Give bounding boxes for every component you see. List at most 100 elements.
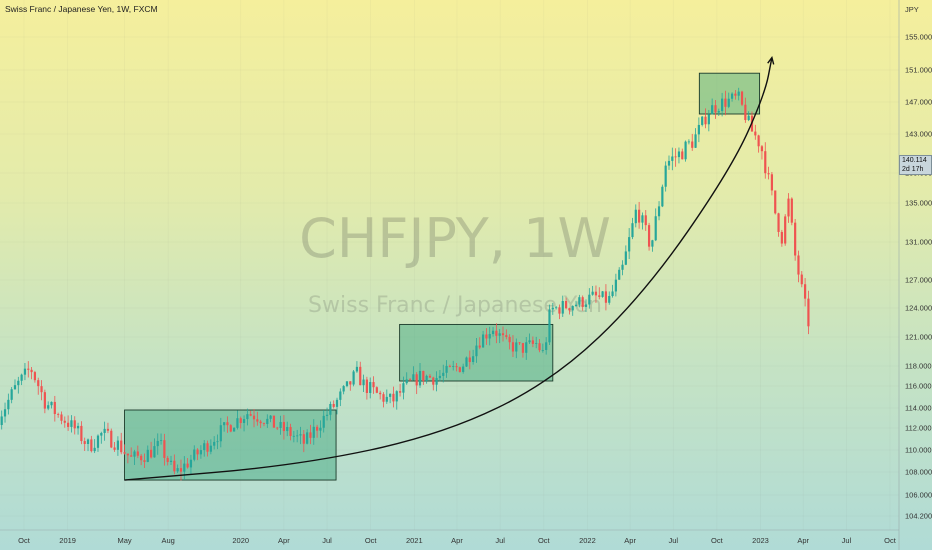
- candle-body: [594, 291, 598, 296]
- candle-body: [412, 374, 415, 381]
- y-tick-label: 124.000: [905, 304, 932, 313]
- candle-body: [249, 414, 252, 416]
- x-tick-label: Jul: [668, 536, 678, 545]
- trend-curve[interactable]: [124, 56, 775, 481]
- y-tick-label: 108.000: [905, 468, 932, 477]
- x-tick-label: 2020: [232, 536, 249, 545]
- consolidation-box[interactable]: [124, 409, 337, 481]
- candle-body: [362, 379, 365, 386]
- candle-body: [704, 116, 707, 125]
- candle-body: [498, 333, 501, 336]
- candle-body: [209, 445, 212, 452]
- y-tick-label: 121.000: [905, 333, 932, 342]
- x-tick-label: Oct: [365, 536, 378, 545]
- candle-body: [239, 418, 242, 423]
- candle-body: [405, 379, 408, 384]
- candle-body: [292, 435, 295, 437]
- candle-body: [365, 379, 368, 393]
- consolidation-box[interactable]: [698, 72, 761, 115]
- candle-body: [103, 428, 106, 433]
- candle-body: [601, 291, 604, 297]
- candle-body: [120, 440, 123, 453]
- candle-body: [452, 366, 455, 367]
- candle-body: [415, 374, 418, 386]
- candle-body: [561, 301, 564, 314]
- candle-body: [651, 240, 654, 247]
- candle-body: [299, 434, 302, 436]
- candle-body: [787, 198, 790, 217]
- candle-body: [671, 156, 674, 161]
- candle-body: [555, 307, 558, 309]
- candle-body: [143, 460, 146, 462]
- y-tick-label: 131.000: [905, 238, 932, 247]
- candle-body: [20, 374, 23, 381]
- candle-body: [385, 396, 388, 402]
- candle-body: [196, 449, 199, 455]
- candle-body: [684, 141, 687, 160]
- candle-body: [784, 216, 787, 244]
- candle-body: [93, 447, 96, 452]
- candle-body: [581, 297, 584, 307]
- candle-body: [306, 432, 309, 444]
- candle-body: [289, 426, 292, 436]
- y-tick-label: 143.000: [905, 130, 932, 139]
- candle-body: [448, 365, 451, 367]
- x-tick-label: 2021: [406, 536, 423, 545]
- trend-curve-line[interactable]: [124, 57, 773, 481]
- candle-body: [770, 174, 774, 191]
- y-tick-label: 106.000: [905, 491, 932, 500]
- candle-body: [574, 304, 578, 307]
- candle-body: [647, 225, 651, 247]
- candle-body: [780, 231, 783, 244]
- candle-body: [395, 391, 398, 402]
- candle-body: [455, 366, 458, 368]
- y-tick-label: 151.000: [905, 66, 932, 75]
- candle-body: [588, 294, 591, 305]
- candle-body: [525, 342, 528, 353]
- candle-body: [425, 375, 428, 381]
- candle-body: [17, 380, 20, 386]
- candle-body: [744, 104, 747, 121]
- candle-body: [432, 377, 435, 385]
- candle-body: [7, 399, 10, 410]
- candle-body: [611, 291, 614, 297]
- candle-body: [262, 423, 266, 425]
- candle-body: [150, 449, 153, 458]
- candle-body: [638, 209, 641, 223]
- candle-body: [43, 392, 46, 409]
- x-tick-label: Apr: [451, 536, 463, 545]
- candle-body: [83, 441, 86, 444]
- candle-body: [176, 468, 179, 472]
- candle-body: [545, 342, 548, 350]
- candle-body: [73, 420, 76, 429]
- x-tick-label: 2019: [59, 536, 76, 545]
- candle-body: [23, 368, 27, 375]
- candle-body: [236, 418, 239, 428]
- candle-body: [797, 255, 800, 275]
- y-tick-label: 112.000: [905, 424, 932, 433]
- candle-body: [213, 441, 216, 446]
- candle-body: [548, 309, 551, 343]
- candle-body: [140, 455, 143, 461]
- x-tick-label: Apr: [278, 536, 290, 545]
- candle-body: [681, 151, 684, 160]
- candle-body: [116, 440, 120, 450]
- candle-body: [584, 304, 588, 307]
- symbol-header[interactable]: Swiss Franc / Japanese Yen, 1W, FXCM: [5, 4, 158, 14]
- candle-body: [70, 420, 73, 427]
- candle-body: [193, 449, 196, 460]
- candle-body: [13, 385, 17, 390]
- candle-body: [375, 387, 378, 393]
- arrow-head-icon: [767, 56, 775, 65]
- candle-body: [657, 206, 661, 217]
- candle-body: [701, 116, 704, 125]
- price-axis[interactable]: JPY 104.200 106.000 108.000 110.000 112.000 1…: [905, 5, 932, 521]
- y-tick-label: 147.000: [905, 98, 932, 107]
- candle-body: [355, 366, 359, 372]
- candle-body: [47, 405, 50, 409]
- candle-body: [661, 186, 664, 207]
- candle-body: [677, 151, 681, 158]
- time-axis[interactable]: Oct 2019 May Aug 2020 Apr Jul Oct 2021 Apr Jul Oct 2…: [18, 536, 897, 545]
- candle-body: [528, 340, 531, 343]
